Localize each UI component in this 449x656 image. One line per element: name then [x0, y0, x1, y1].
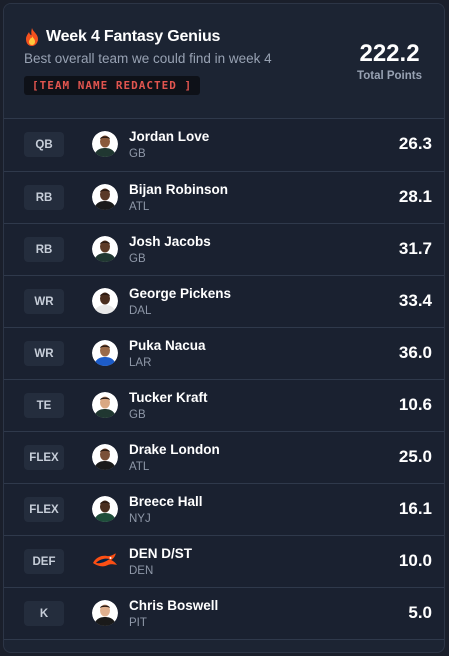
player-headshot-icon: [92, 131, 118, 157]
fantasy-team-card: Week 4 Fantasy Genius Best overall team …: [3, 3, 445, 653]
broncos-logo-icon: [92, 548, 118, 574]
player-headshot-icon: [92, 340, 118, 366]
player-headshot-icon: [92, 496, 118, 522]
player-points: 16.1: [398, 499, 432, 518]
player-headshot-icon: [92, 392, 118, 418]
roster-row[interactable]: RB Bijan Robinson ATL 28.1: [4, 172, 444, 224]
player-points: 10.6: [398, 395, 432, 414]
player-name: Josh Jacobs: [129, 234, 211, 249]
total-points-label: Total Points: [357, 70, 422, 82]
roster-row[interactable]: QB Jordan Love GB 26.3: [4, 119, 444, 172]
title-row: Week 4 Fantasy Genius: [24, 28, 220, 46]
roster-row[interactable]: K Chris Boswell PIT 5.0: [4, 588, 444, 640]
player-points: 26.3: [398, 134, 432, 153]
page-subtitle: Best overall team we could find in week …: [24, 51, 272, 66]
player-team: ATL: [129, 461, 150, 473]
page-title: Week 4 Fantasy Genius: [46, 28, 221, 45]
total-points-value: 222.2: [359, 40, 420, 67]
card-header: Week 4 Fantasy Genius Best overall team …: [4, 4, 444, 119]
player-points: 28.1: [398, 187, 432, 206]
roster-list: QB Jordan Love GB 26.3 RB Bijan Robinson ATL 28…: [4, 119, 444, 640]
player-headshot-icon: [92, 236, 118, 262]
roster-row[interactable]: RB Josh Jacobs GB 31.7: [4, 224, 444, 276]
player-team: GB: [129, 253, 146, 265]
position-badge: FLEX: [24, 445, 64, 470]
position-badge: WR: [24, 289, 64, 314]
position-badge: RB: [24, 185, 64, 210]
player-headshot-icon: [92, 288, 118, 314]
position-badge: DEF: [24, 549, 64, 574]
player-team: DEN: [129, 565, 154, 577]
player-name: Tucker Kraft: [129, 390, 208, 405]
roster-row[interactable]: DEF DEN D/ST DEN 10.0: [4, 536, 444, 588]
player-name: George Pickens: [129, 286, 232, 301]
position-badge: WR: [24, 341, 64, 366]
player-points: 33.4: [398, 291, 432, 310]
player-team: NYJ: [129, 513, 151, 525]
player-name: Puka Nacua: [129, 338, 206, 353]
fire-icon: [24, 28, 40, 46]
position-badge: RB: [24, 237, 64, 262]
position-badge: TE: [24, 393, 64, 418]
roster-row[interactable]: FLEX Drake London ATL 25.0: [4, 432, 444, 484]
player-name: Breece Hall: [129, 494, 203, 509]
player-points: 36.0: [398, 343, 432, 362]
player-points: 5.0: [408, 603, 432, 622]
player-name: Bijan Robinson: [129, 182, 228, 197]
player-team: GB: [129, 148, 146, 160]
player-headshot-icon: [92, 600, 118, 626]
player-points: 25.0: [398, 447, 432, 466]
player-team: ATL: [129, 201, 150, 213]
player-headshot-icon: [92, 444, 118, 470]
position-badge: QB: [24, 132, 64, 157]
player-name: DEN D/ST: [129, 546, 193, 561]
player-team: LAR: [129, 357, 152, 369]
player-team: DAL: [129, 305, 152, 317]
player-name: Jordan Love: [129, 129, 210, 144]
roster-row[interactable]: WR Puka Nacua LAR 36.0: [4, 328, 444, 380]
team-name-badge: [TEAM NAME REDACTED ]: [24, 76, 201, 95]
total-points-block: 222.2 Total Points: [357, 40, 422, 82]
roster-row[interactable]: FLEX Breece Hall NYJ 16.1: [4, 484, 444, 536]
position-badge: FLEX: [24, 497, 64, 522]
player-name: Chris Boswell: [129, 598, 219, 613]
player-points: 10.0: [398, 551, 432, 570]
player-points: 31.7: [398, 239, 432, 258]
player-headshot-icon: [92, 184, 118, 210]
player-team: GB: [129, 409, 146, 421]
position-badge: K: [24, 601, 64, 626]
roster-row[interactable]: WR George Pickens DAL 33.4: [4, 276, 444, 328]
roster-row[interactable]: TE Tucker Kraft GB 10.6: [4, 380, 444, 432]
player-team: PIT: [129, 617, 147, 629]
player-name: Drake London: [129, 442, 220, 457]
